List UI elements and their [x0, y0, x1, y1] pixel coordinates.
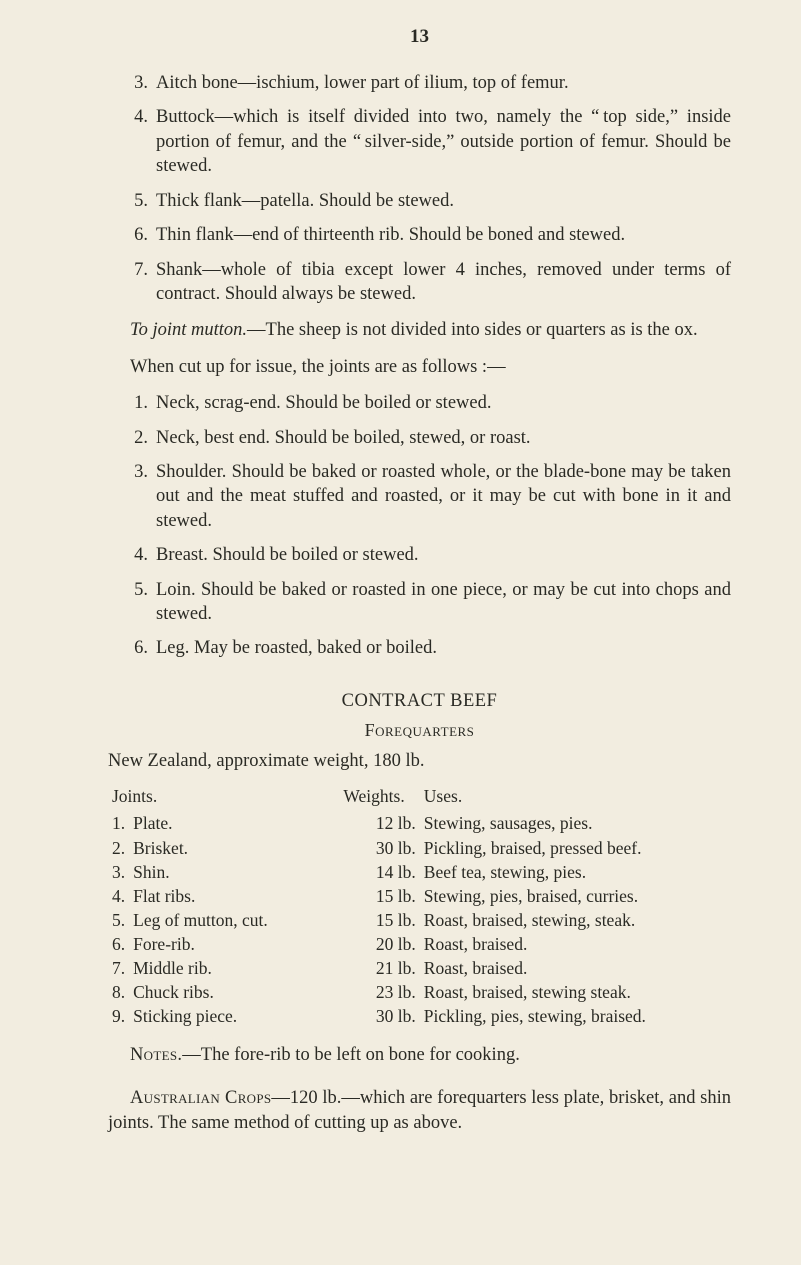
list-item: 5. Loin. Should be baked or roasted in o…	[108, 578, 731, 627]
col-joints-header: Joints.	[108, 785, 339, 812]
australian-lead: Australian Crops	[130, 1088, 271, 1108]
item-number: 5.	[108, 578, 156, 627]
row-num: 5.	[108, 909, 129, 933]
item-text: Neck, best end. Should be boiled, stewed…	[156, 426, 731, 450]
item-number: 4.	[108, 105, 156, 178]
row-num: 9.	[108, 1005, 129, 1029]
list-item: 4. Breast. Should be boiled or stewed.	[108, 543, 731, 567]
list-item: 4. Buttock—which is itself divided into …	[108, 105, 731, 178]
item-text: Leg. May be roasted, baked or boiled.	[156, 636, 731, 660]
row-num: 2.	[108, 837, 129, 861]
nz-weight-line: New Zealand, approximate weight, 180 lb.	[108, 749, 731, 773]
row-num: 7.	[108, 957, 129, 981]
item-number: 1.	[108, 391, 156, 415]
upper-list: 3. Aitch bone—ischium, lower part of ili…	[108, 71, 731, 306]
item-number: 2.	[108, 426, 156, 450]
forequarters-title: Forequarters	[108, 719, 731, 743]
table-row: 9. Sticking piece. 30 lb. Pickling, pies…	[108, 1005, 731, 1029]
row-use: Pickling, braised, pressed beef.	[420, 837, 731, 861]
table-row: 4. Flat ribs. 15 lb. Stewing, pies, brai…	[108, 885, 731, 909]
page-number: 13	[108, 24, 731, 49]
row-num: 3.	[108, 861, 129, 885]
row-joint: Chuck ribs.	[129, 981, 339, 1005]
row-joint: Plate.	[129, 812, 339, 836]
forequarters-table: Joints. Weights. Uses. 1. Plate. 12 lb. …	[108, 785, 731, 1029]
australian-crops-paragraph: Australian Crops—120 lb.—which are foreq…	[108, 1086, 731, 1135]
row-joint: Fore-rib.	[129, 933, 339, 957]
list-item: 2. Neck, best end. Should be boiled, ste…	[108, 426, 731, 450]
when-cut-up: When cut up for issue, the joints are as…	[108, 355, 731, 379]
item-number: 6.	[108, 636, 156, 660]
contract-beef-title: CONTRACT BEEF	[108, 689, 731, 713]
joint-mutton-paragraph: To joint mutton.—The sheep is not divide…	[108, 318, 731, 342]
item-number: 6.	[108, 223, 156, 247]
table-header-row: Joints. Weights. Uses.	[108, 785, 731, 812]
row-use: Roast, braised.	[420, 933, 731, 957]
row-joint: Sticking piece.	[129, 1005, 339, 1029]
row-weight: 23 lb.	[339, 981, 419, 1005]
item-number: 4.	[108, 543, 156, 567]
row-num: 6.	[108, 933, 129, 957]
item-text: Shoulder. Should be baked or roasted who…	[156, 460, 731, 533]
table-row: 1. Plate. 12 lb. Stewing, sausages, pies…	[108, 812, 731, 836]
row-weight: 30 lb.	[339, 837, 419, 861]
row-num: 8.	[108, 981, 129, 1005]
row-weight: 20 lb.	[339, 933, 419, 957]
item-number: 3.	[108, 460, 156, 533]
list-item: 7. Shank—whole of tibia except lower 4 i…	[108, 258, 731, 307]
list-item: 6. Thin flank—end of thirteenth rib. Sho…	[108, 223, 731, 247]
table-row: 6. Fore-rib. 20 lb. Roast, braised.	[108, 933, 731, 957]
item-number: 7.	[108, 258, 156, 307]
row-weight: 14 lb.	[339, 861, 419, 885]
row-num: 1.	[108, 812, 129, 836]
row-joint: Middle rib.	[129, 957, 339, 981]
row-use: Stewing, pies, braised, curries.	[420, 885, 731, 909]
row-use: Beef tea, stewing, pies.	[420, 861, 731, 885]
item-text: Shank—whole of tibia except lower 4 inch…	[156, 258, 731, 307]
table-row: 5. Leg of mutton, cut. 15 lb. Roast, bra…	[108, 909, 731, 933]
row-weight: 30 lb.	[339, 1005, 419, 1029]
page: 13 3. Aitch bone—ischium, lower part of …	[0, 0, 801, 1265]
item-number: 5.	[108, 189, 156, 213]
list-item: 5. Thick flank—patella. Should be stewed…	[108, 189, 731, 213]
notes-rest: —The fore-rib to be left on bone for coo…	[182, 1045, 520, 1065]
row-use: Stewing, sausages, pies.	[420, 812, 731, 836]
row-joint: Shin.	[129, 861, 339, 885]
row-joint: Brisket.	[129, 837, 339, 861]
item-text: Loin. Should be baked or roasted in one …	[156, 578, 731, 627]
lower-list: 1. Neck, scrag-end. Should be boiled or …	[108, 391, 731, 661]
row-weight: 15 lb.	[339, 885, 419, 909]
list-item: 1. Neck, scrag-end. Should be boiled or …	[108, 391, 731, 415]
row-joint: Flat ribs.	[129, 885, 339, 909]
list-item: 3. Shoulder. Should be baked or roasted …	[108, 460, 731, 533]
row-weight: 15 lb.	[339, 909, 419, 933]
row-use: Roast, braised.	[420, 957, 731, 981]
row-use: Pickling, pies, stewing, braised.	[420, 1005, 731, 1029]
item-text: Buttock—which is itself divided into two…	[156, 105, 731, 178]
col-weights-header: Weights.	[339, 785, 419, 812]
list-item: 6. Leg. May be roasted, baked or boiled.	[108, 636, 731, 660]
notes-lead: Notes.	[130, 1045, 182, 1065]
item-text: Breast. Should be boiled or stewed.	[156, 543, 731, 567]
row-weight: 12 lb.	[339, 812, 419, 836]
row-use: Roast, braised, stewing, steak.	[420, 909, 731, 933]
col-uses-header: Uses.	[420, 785, 731, 812]
item-text: Neck, scrag-end. Should be boiled or ste…	[156, 391, 731, 415]
item-text: Thin flank—end of thirteenth rib. Should…	[156, 223, 731, 247]
row-weight: 21 lb.	[339, 957, 419, 981]
item-number: 3.	[108, 71, 156, 95]
row-use: Roast, braised, stewing steak.	[420, 981, 731, 1005]
item-text: Aitch bone—ischium, lower part of ilium,…	[156, 71, 731, 95]
table-row: 3. Shin. 14 lb. Beef tea, stewing, pies.	[108, 861, 731, 885]
list-item: 3. Aitch bone—ischium, lower part of ili…	[108, 71, 731, 95]
table-row: 2. Brisket. 30 lb. Pickling, braised, pr…	[108, 837, 731, 861]
row-joint: Leg of mutton, cut.	[129, 909, 339, 933]
notes-paragraph: Notes.—The fore-rib to be left on bone f…	[108, 1043, 731, 1067]
joint-mutton-rest: —The sheep is not divided into sides or …	[247, 320, 698, 340]
table-row: 7. Middle rib. 21 lb. Roast, braised.	[108, 957, 731, 981]
table-row: 8. Chuck ribs. 23 lb. Roast, braised, st…	[108, 981, 731, 1005]
row-num: 4.	[108, 885, 129, 909]
item-text: Thick flank—patella. Should be stewed.	[156, 189, 731, 213]
joint-mutton-lead: To joint mutton.	[130, 320, 247, 340]
